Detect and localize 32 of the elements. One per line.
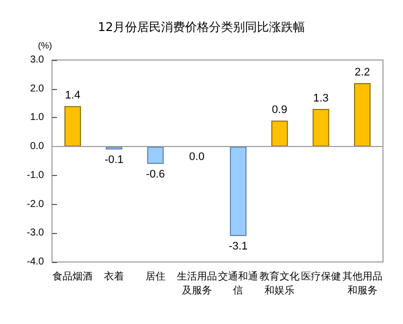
x-tick-label: 居住 [145, 272, 166, 282]
y-tick-label: -1.0 [26, 170, 44, 181]
bar [230, 146, 246, 236]
x-tick-label: 衣着 [104, 270, 124, 282]
data-label: 2.2 [354, 66, 370, 79]
y-tick-label: 3.0 [30, 54, 44, 66]
x-tick-label: 医疗保健 [300, 270, 341, 282]
data-label: -0.1 [104, 154, 124, 166]
y-tick-label: 0.0 [30, 141, 44, 152]
data-label: 0.9 [272, 104, 288, 116]
data-label: 1.3 [313, 92, 329, 105]
bar [147, 146, 164, 164]
x-tick-label: 食品烟酒 [52, 270, 93, 282]
bar [64, 106, 81, 147]
data-label: 1.4 [65, 90, 80, 102]
data-label: -3.1 [228, 240, 248, 253]
bar [271, 120, 288, 147]
bar [354, 83, 371, 147]
y-tick-label: 1.0 [30, 112, 44, 124]
bar [312, 109, 330, 147]
data-label: 0.0 [189, 151, 204, 164]
y-axis-title: (%) [38, 40, 52, 50]
data-label: -0.6 [146, 168, 165, 180]
y-tick-label: -4.0 [26, 256, 44, 268]
x-tick-label: 生活用品及服务 [176, 270, 217, 296]
y-tick-label: -3.0 [26, 228, 44, 239]
x-tick-label: 交通和通信 [218, 270, 258, 296]
y-tick-label: -2.0 [26, 198, 44, 210]
x-tick-label: 其他用品和服务 [342, 270, 382, 296]
y-tick-label: 2.0 [30, 83, 44, 94]
x-tick-label: 教育文化和娱乐 [260, 270, 300, 296]
chart-title: 12月份居民消费价格分类别同比涨跌幅 [98, 20, 306, 34]
